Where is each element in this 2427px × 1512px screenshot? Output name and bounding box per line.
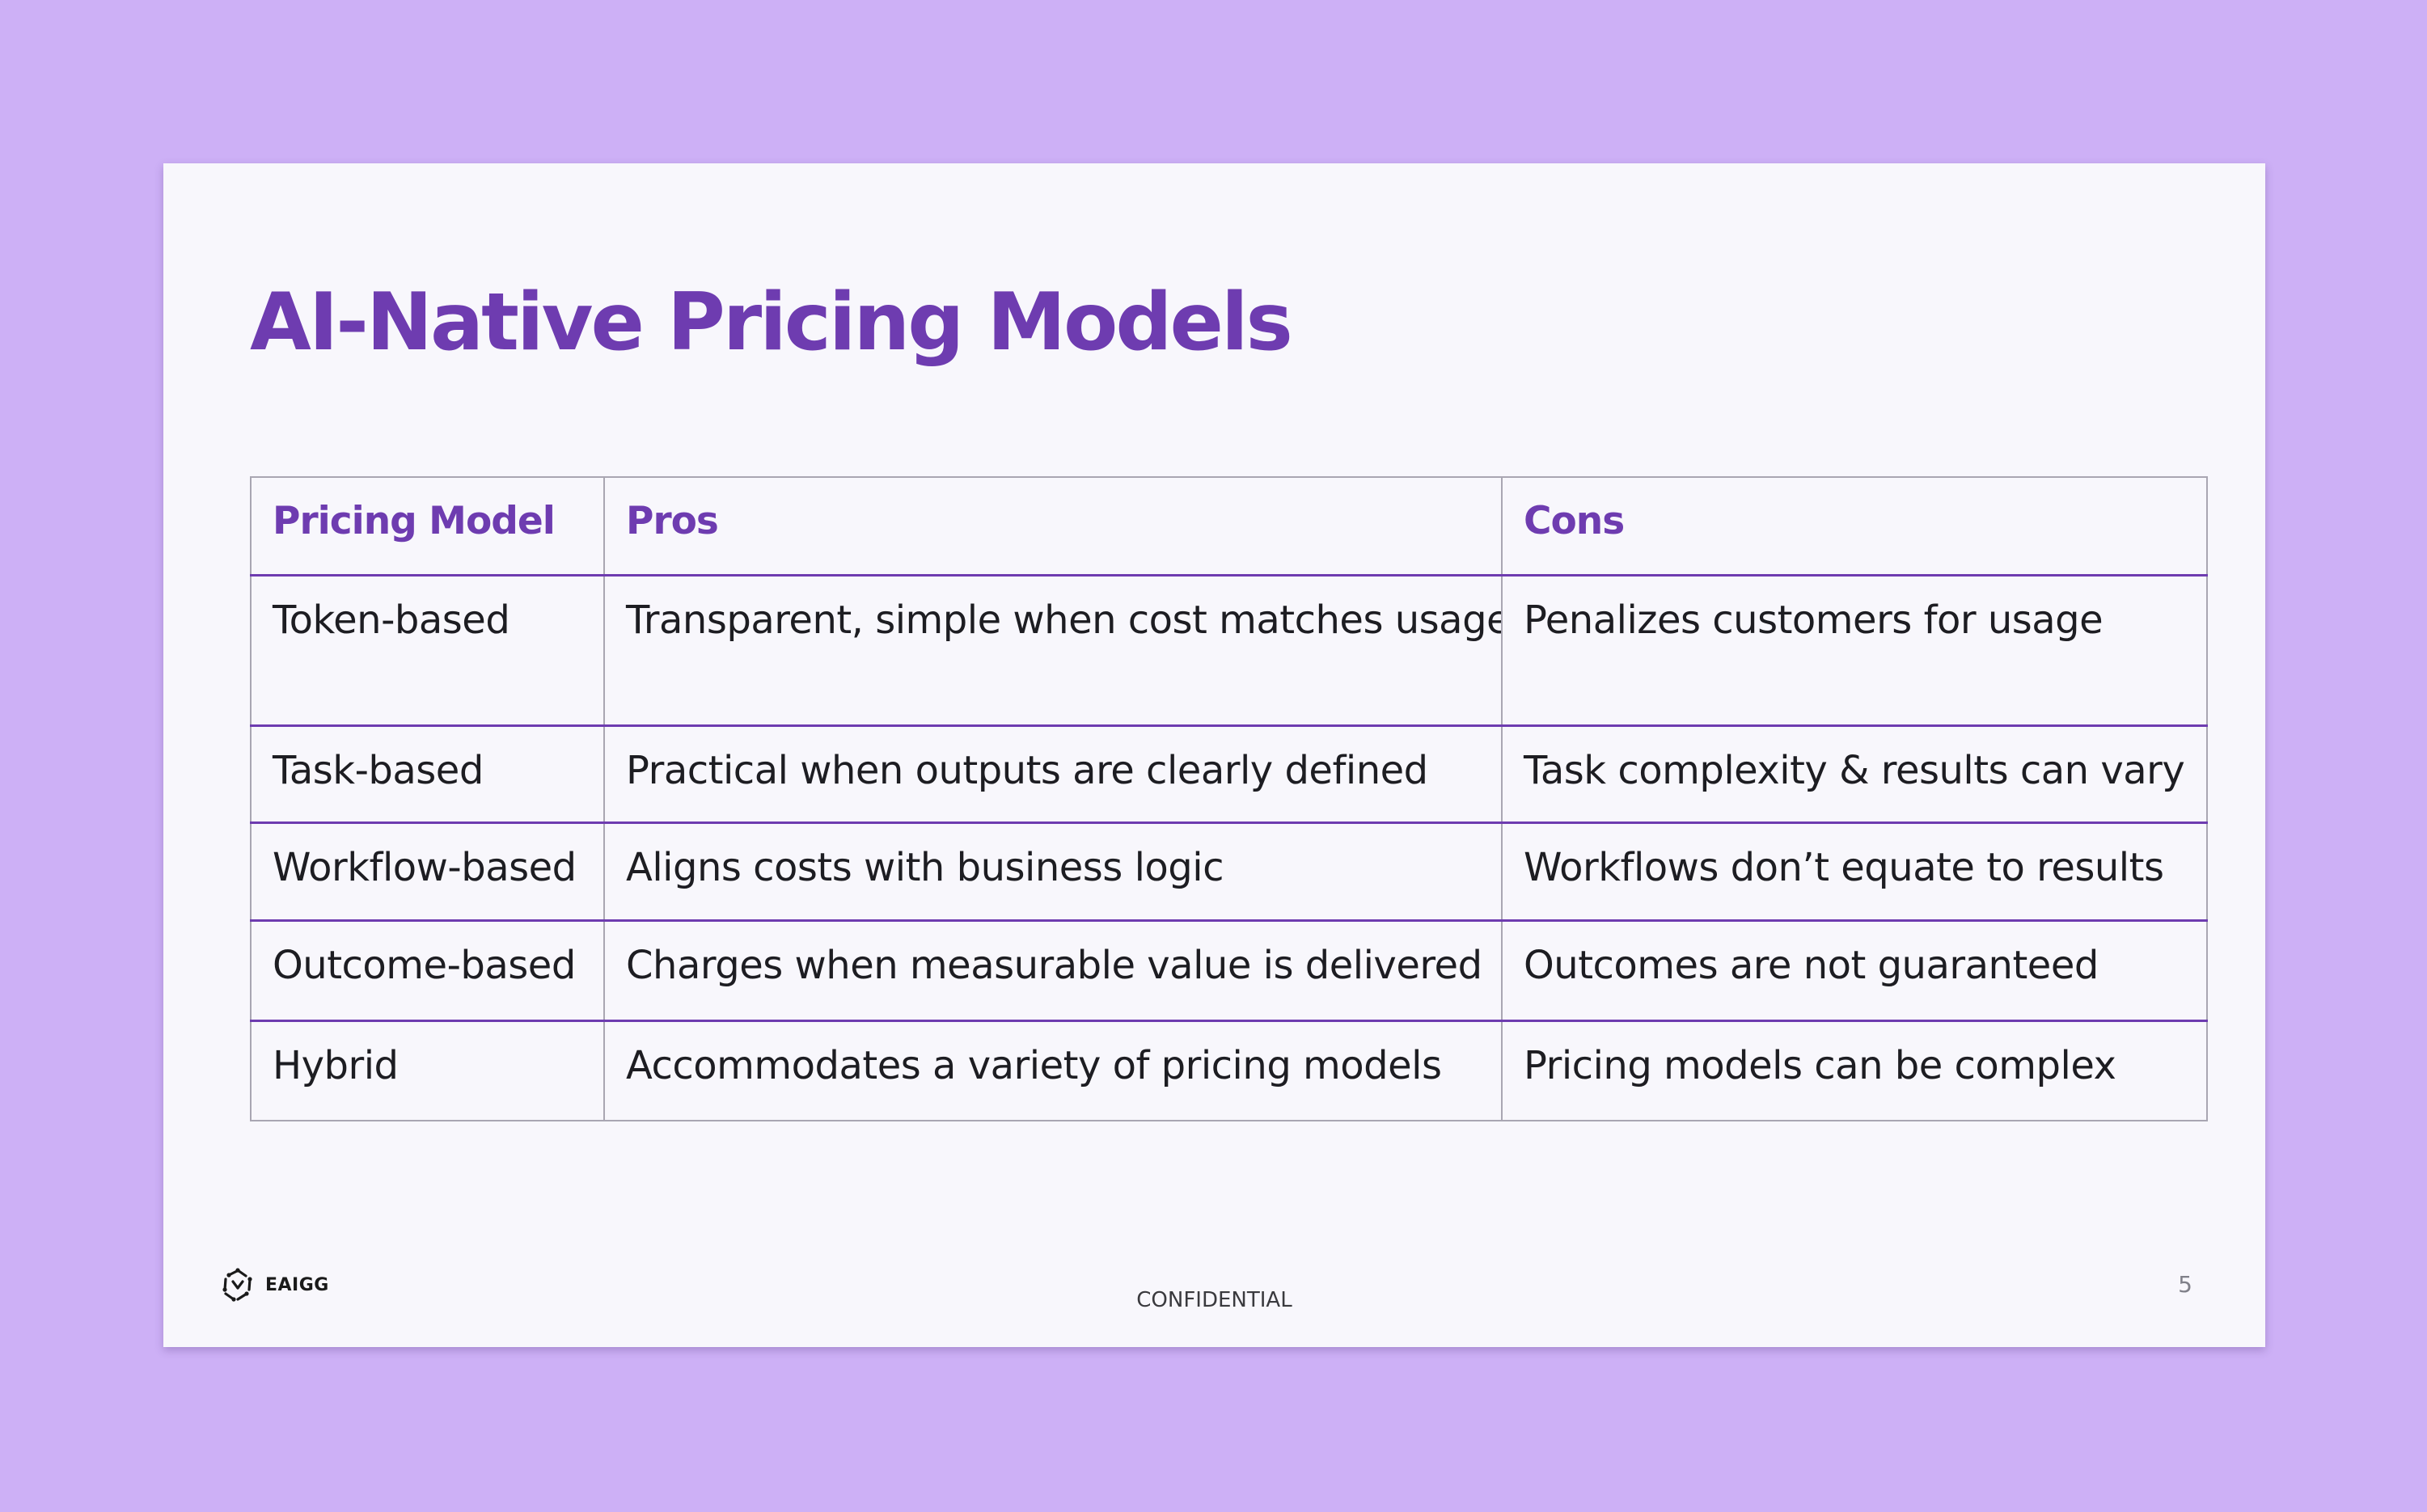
pricing-model-cell: Token-based <box>250 575 605 727</box>
table-row: Task-based Practical when outputs are cl… <box>250 725 2208 824</box>
table-row: Token-based Transparent, simple when cos… <box>250 575 2208 727</box>
pros-cell: Transparent, simple when cost matches us… <box>603 575 1503 727</box>
cons-cell: Task complexity & results can vary <box>1501 725 2208 824</box>
pricing-model-cell: Workflow-based <box>250 822 605 922</box>
cons-cell: Workflows don’t equate to results <box>1501 822 2208 922</box>
pricing-models-table: Pricing Model Pros Cons Token-based Tran… <box>250 476 2208 1121</box>
pricing-model-cell: Task-based <box>250 725 605 824</box>
eaigg-logo-icon <box>218 1265 257 1304</box>
column-header-pros: Pros <box>603 476 1503 577</box>
column-header-pricing-model: Pricing Model <box>250 476 605 577</box>
slide: AI-Native Pricing Models Pricing Model P… <box>163 163 2265 1347</box>
pros-cell: Aligns costs with business logic <box>603 822 1503 922</box>
pros-cell: Practical when outputs are clearly defin… <box>603 725 1503 824</box>
table-row: Outcome-based Charges when measurable va… <box>250 920 2208 1022</box>
table-row: Workflow-based Aligns costs with busines… <box>250 822 2208 922</box>
pricing-model-cell: Hybrid <box>250 1020 605 1121</box>
table-header-row: Pricing Model Pros Cons <box>250 476 2208 577</box>
cons-cell: Outcomes are not guaranteed <box>1501 920 2208 1022</box>
pros-cell: Accommodates a variety of pricing models <box>603 1020 1503 1121</box>
page-number: 5 <box>2178 1271 2192 1298</box>
confidential-label: CONFIDENTIAL <box>1136 1288 1292 1312</box>
pricing-model-cell: Outcome-based <box>250 920 605 1022</box>
logo-wordmark: EAIGG <box>265 1274 329 1295</box>
cons-cell: Pricing models can be complex <box>1501 1020 2208 1121</box>
cons-cell: Penalizes customers for usage <box>1501 575 2208 727</box>
pros-cell: Charges when measurable value is deliver… <box>603 920 1503 1022</box>
table-row: Hybrid Accommodates a variety of pricing… <box>250 1020 2208 1121</box>
column-header-cons: Cons <box>1501 476 2208 577</box>
slide-title: AI-Native Pricing Models <box>250 277 1293 369</box>
eaigg-logo: EAIGG <box>218 1265 329 1304</box>
